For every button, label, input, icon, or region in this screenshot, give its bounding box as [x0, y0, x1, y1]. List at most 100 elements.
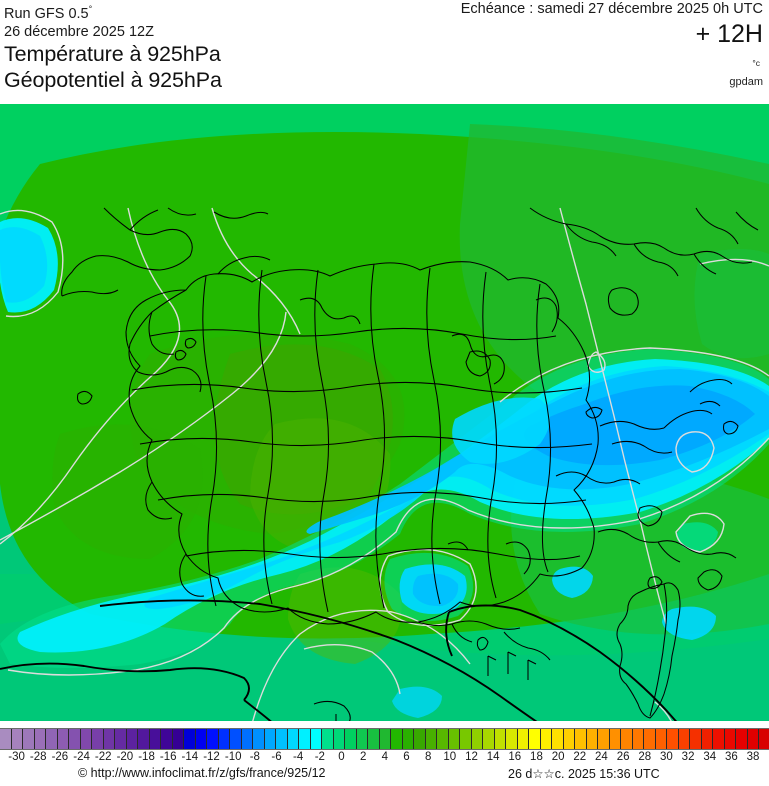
- italy-tyrrhenian-coast: [597, 528, 737, 559]
- colorbar-swatch[interactable]: [724, 729, 736, 749]
- colorbar-swatch[interactable]: [667, 729, 679, 749]
- timestamp-prefix: 26 d: [508, 767, 533, 781]
- colorbar-swatch[interactable]: [310, 729, 322, 749]
- coast-spain-mediterranean: [243, 699, 272, 721]
- colorbar-swatch[interactable]: [218, 729, 230, 749]
- colorbar-tick-label: 26: [616, 751, 630, 763]
- page-title-geopotential: Géopotentiel à 925hPa: [4, 67, 222, 92]
- colorbar-swatch[interactable]: [713, 729, 725, 749]
- colorbar-swatch[interactable]: [69, 729, 81, 749]
- colorbar-swatch[interactable]: [517, 729, 529, 749]
- colorbar-swatch[interactable]: [0, 729, 12, 749]
- colorbar-swatch[interactable]: [46, 729, 58, 749]
- colorbar-tick-label: 20: [551, 751, 565, 763]
- colorbar-swatch[interactable]: [563, 729, 575, 749]
- colorbar-swatch[interactable]: [230, 729, 242, 749]
- dept-detail-alsace: [535, 297, 558, 333]
- colorbar-swatch[interactable]: [621, 729, 633, 749]
- colorbar-swatch[interactable]: [529, 729, 541, 749]
- colorbar-swatch[interactable]: [368, 729, 380, 749]
- colorbar-swatch[interactable]: [356, 729, 368, 749]
- colorbar-swatch[interactable]: [115, 729, 127, 749]
- colorbar-swatch[interactable]: [103, 729, 115, 749]
- colorbar-swatch[interactable]: [575, 729, 587, 749]
- french-mediterranean-coast: [417, 620, 521, 630]
- colorbar-swatch[interactable]: [471, 729, 483, 749]
- colorbar-swatch[interactable]: [11, 729, 23, 749]
- colorbar-tick-label: 4: [381, 751, 389, 763]
- colorbar-swatch[interactable]: [632, 729, 644, 749]
- colorbar-swatch[interactable]: [333, 729, 345, 749]
- colorbar-swatch[interactable]: [149, 729, 161, 749]
- colorbar-swatch[interactable]: [322, 729, 334, 749]
- aquitaine-coast: [145, 481, 173, 520]
- uk-midlands-edge: [167, 207, 197, 216]
- colorbar-swatch[interactable]: [138, 729, 150, 749]
- colorbar-swatch[interactable]: [172, 729, 184, 749]
- colorbar-swatch[interactable]: [195, 729, 207, 749]
- colorbar-swatch[interactable]: [506, 729, 518, 749]
- contour-line-15: [303, 643, 401, 695]
- colorbar-swatch[interactable]: [586, 729, 598, 749]
- map-footer: © http://www.infoclimat.fr/z/gfs/france/…: [0, 764, 769, 786]
- colorbar-swatch[interactable]: [701, 729, 713, 749]
- colorbar-swatch[interactable]: [655, 729, 667, 749]
- colorbar-tick-label: 0: [338, 751, 345, 763]
- colorbar-swatch[interactable]: [92, 729, 104, 749]
- lake-garda: [585, 406, 603, 419]
- colorbar-swatch[interactable]: [425, 729, 437, 749]
- colorbar-swatch[interactable]: [414, 729, 426, 749]
- colorbar-swatch[interactable]: [287, 729, 299, 749]
- colorbar-swatch[interactable]: [23, 729, 35, 749]
- colorbar-tick-label: 34: [703, 751, 717, 763]
- colorbar-swatch[interactable]: [345, 729, 357, 749]
- dept-col-6: [482, 271, 498, 599]
- colorbar-swatch[interactable]: [299, 729, 311, 749]
- colorbar-swatch[interactable]: [609, 729, 621, 749]
- colorbar-swatch[interactable]: [57, 729, 69, 749]
- colorbar-swatch[interactable]: [460, 729, 472, 749]
- colorbar-swatch[interactable]: [448, 729, 460, 749]
- lead-time-label: + 12H: [695, 20, 763, 48]
- colorbar-swatch[interactable]: [379, 729, 391, 749]
- island-ushant: [76, 390, 93, 405]
- colorbar-swatch[interactable]: [644, 729, 656, 749]
- colorbar-swatch[interactable]: [759, 729, 769, 749]
- colorbar-swatch[interactable]: [184, 729, 196, 749]
- colorbar-swatch[interactable]: [540, 729, 552, 749]
- colorbar-swatch[interactable]: [598, 729, 610, 749]
- colorbar-swatch[interactable]: [207, 729, 219, 749]
- italy-alps-detail: [699, 400, 721, 407]
- colorbar-swatch[interactable]: [276, 729, 288, 749]
- colorbar-swatch[interactable]: [402, 729, 414, 749]
- colorbar-tick-label: -28: [29, 751, 47, 763]
- colorbar-tick-label: 18: [530, 751, 543, 763]
- colorbar-swatch[interactable]: [241, 729, 253, 749]
- colorbar-swatch[interactable]: [126, 729, 138, 749]
- normandy-coast: [217, 255, 271, 275]
- colorbar-swatch[interactable]: [391, 729, 403, 749]
- island-small-tyrrhenian: [647, 576, 663, 589]
- colorbar-swatch[interactable]: [437, 729, 449, 749]
- colorbar-swatch[interactable]: [736, 729, 748, 749]
- colorbar-swatch[interactable]: [161, 729, 173, 749]
- colorbar-swatch[interactable]: [80, 729, 92, 749]
- colorbar-swatch[interactable]: [253, 729, 265, 749]
- colorbar-swatch[interactable]: [747, 729, 759, 749]
- colorbar-tick-label: 10: [443, 751, 457, 763]
- credit-link[interactable]: © http://www.infoclimat.fr/z/gfs/france/…: [78, 766, 326, 780]
- colorbar-swatch[interactable]: [678, 729, 690, 749]
- colorbar-swatch[interactable]: [483, 729, 495, 749]
- temperature-map-canvas[interactable]: [0, 104, 769, 721]
- colorbar-swatch[interactable]: [552, 729, 564, 749]
- colorbar-swatch[interactable]: [264, 729, 276, 749]
- temperature-colorbar[interactable]: -30 -28 -26 -24 -22 -20 -18 -16 -14 -12 -10 -8 -6 -4-…: [0, 721, 769, 764]
- lake-region-east: [607, 287, 639, 316]
- uk-wales-coast: [129, 209, 159, 231]
- colorbar-swatch[interactable]: [494, 729, 506, 749]
- colorbar-swatch[interactable]: [690, 729, 702, 749]
- colorbar-swatches[interactable]: [0, 728, 769, 750]
- run-date-label: 26 décembre 2025 12Z: [4, 23, 154, 40]
- island-elba: [697, 569, 723, 591]
- colorbar-swatch[interactable]: [34, 729, 46, 749]
